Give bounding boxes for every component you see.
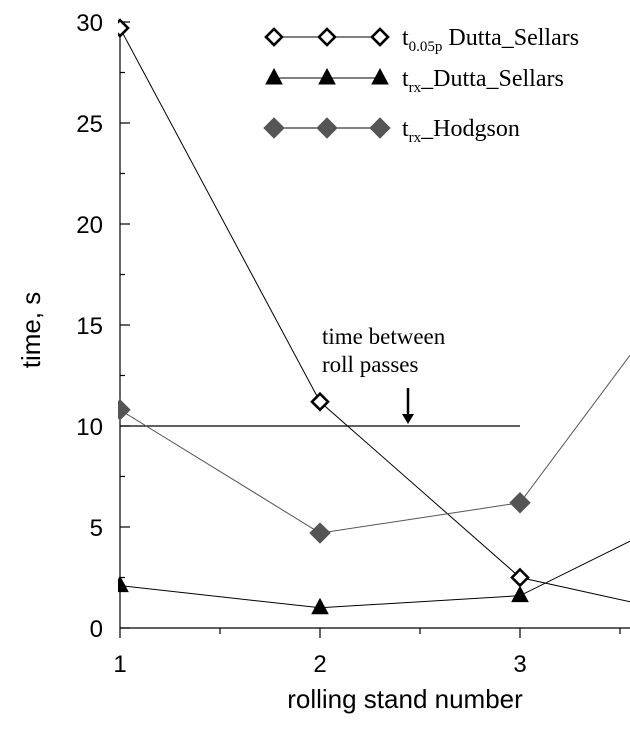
legend-marker [264,27,284,47]
series-line [119,540,630,609]
series-line [119,27,630,603]
legend-marker [317,27,337,47]
legend-marker [318,67,336,85]
legend-marker [265,67,283,85]
y-tick-label: 5 [90,515,103,542]
data-point [510,567,530,588]
legend-entry-t005p: t0.05p Dutta_Sellars [264,25,579,55]
x-tick-label: 3 [513,651,526,678]
y-tick-label: 30 [76,10,103,37]
legend-entry-trx_ds: trx_Dutta_Sellars [265,66,564,96]
y-tick-label: 25 [76,111,103,138]
data-point [311,597,329,615]
data-point [309,522,331,544]
y-axis-title: time, s [16,292,46,369]
data-point [118,18,130,38]
legend-entry-trx_h: trx_Hodgson [263,116,520,146]
y-tick-label: 0 [90,616,103,643]
series-t005p [118,18,630,603]
axes: 0 5 10 15 20 25 30 1 2 3 [76,10,630,678]
y-tick-label: 15 [76,313,103,340]
legend-marker [370,27,390,47]
series-trx_h [118,355,630,544]
legend-marker [316,117,338,139]
annotation-arrowhead [402,414,414,424]
data-point [509,492,531,514]
data-point [310,391,330,412]
data-point [511,585,529,603]
data-point [118,575,129,593]
legend-marker [369,117,391,139]
legend-label: trx_Hodgson [402,116,520,146]
x-tick-label: 1 [113,651,126,678]
x-tick-label: 2 [313,651,326,678]
x-axis-title: rolling stand number [287,684,523,714]
legend: t0.05p Dutta_Sellars trx_Dutta_Sellarstrx… [263,25,579,146]
legend-marker [371,67,389,85]
y-tick-label: 10 [76,414,103,441]
data-point [118,399,131,421]
legend-label: trx_Dutta_Sellars [402,66,564,96]
y-tick-label: 20 [76,212,103,239]
series-line [119,355,630,534]
legend-marker [263,117,285,139]
series-trx_ds [118,540,630,615]
annotation-text: roll passes [322,352,419,377]
legend-label: t0.05p Dutta_Sellars [402,25,579,55]
annotation-text: time between [322,324,446,349]
